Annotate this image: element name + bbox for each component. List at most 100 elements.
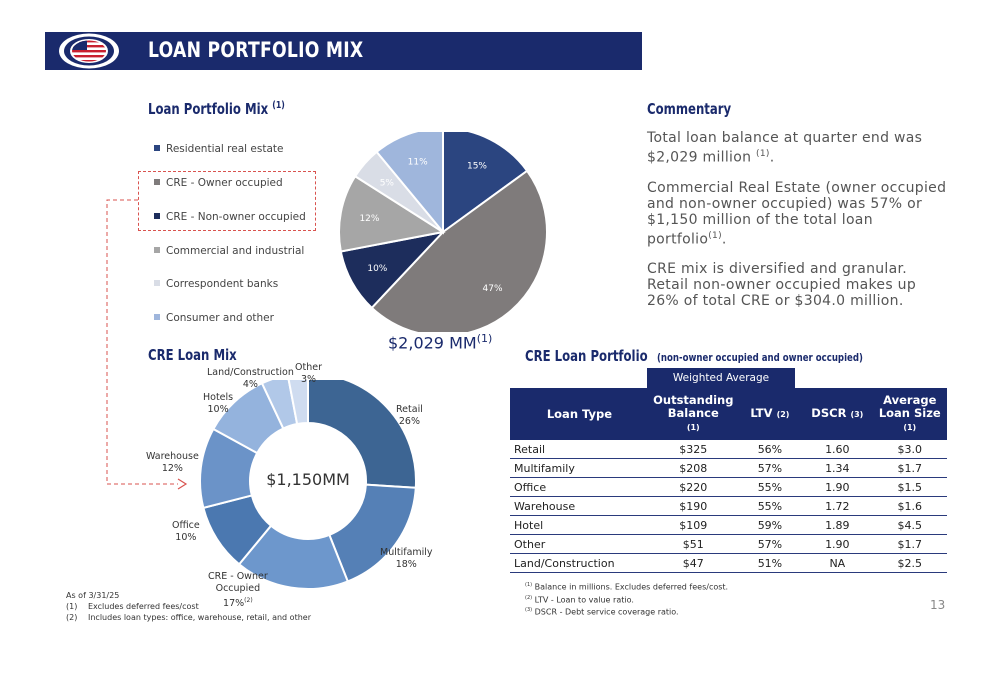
slice-cre-owner-occupied [370,169,548,332]
donut-label-land: Land/Construction 4% [207,367,294,391]
cell-dscr: 1.90 [802,477,873,497]
cell-balance: $190 [648,496,738,516]
weighted-average-header: Weighted Average [647,368,795,388]
slice-retail [307,380,417,489]
table-header-row: Loan Type Outstanding Balance (1) LTV (2)… [510,388,947,440]
legend-item: Consumer and other [154,312,274,324]
legend-item: Correspondent banks [154,278,278,290]
donut-label-hotels: Hotels 10% [203,392,233,416]
cell-loan-type: Office [510,477,649,497]
commentary-text: Total loan balance at quarter end was $2… [647,130,923,166]
cre-mix-title: CRE Loan Mix [148,346,237,364]
loan-mix-title: Loan Portfolio Mix (1) [148,100,285,118]
donut-label-pct: 18% [395,559,417,570]
slice-commercial-and-industrial [338,174,446,253]
cell-loan-type: Retail [510,440,649,459]
cre-mix-donut-chart [199,380,417,590]
commentary-paragraph: Commercial Real Estate (owner occupied a… [647,179,947,248]
slice-consumer-and-other [375,132,444,235]
cell-avg-size: $4.5 [872,515,947,535]
cell-ltv: 59% [737,515,803,535]
donut-label-name: CRE - Owner [208,571,268,582]
col-outstanding-label: Outstanding Balance [653,393,734,420]
footnote-number: (2) [525,594,533,601]
donut-label-name: Retail [396,404,423,415]
donut-label-pct: 10% [207,404,229,415]
col-dscr: DSCR (3) [802,388,873,440]
donut-label-office: Office 10% [172,520,200,544]
footnote-text: Excludes deferred fees/cost [88,602,199,611]
cell-ltv: 51% [737,553,803,573]
cell-dscr: 1.60 [802,440,873,459]
cell-loan-type: Hotel [510,515,649,535]
loan-mix-title-text: Loan Portfolio Mix [148,100,269,118]
table-footnotes: (1) Balance in millions. Excludes deferr… [525,580,728,618]
cell-ltv: 55% [737,496,803,516]
table-row: Other $51 57% 1.90 $1.7 [510,534,947,554]
legend-swatch [154,179,160,185]
cell-balance: $47 [648,553,738,573]
col-ltv-note: (2) [776,410,790,419]
legend-swatch [154,145,160,151]
commentary-note: (1) [708,230,722,241]
cell-avg-size: $1.5 [872,477,947,497]
footnote-text: LTV - Loan to value ratio. [534,595,634,605]
commentary-note: (1) [756,149,770,159]
donut-label-pct: 26% [398,416,420,427]
legend-swatch [154,213,160,219]
as-of-date: As of 3/31/25 [66,591,120,600]
commentary-title: Commentary [647,100,732,118]
cell-avg-size: $1.7 [872,534,947,554]
legend-swatch [154,314,160,320]
col-avg-label: Average Loan Size [878,393,941,420]
cre-portfolio-table: Loan Type Outstanding Balance (1) LTV (2)… [510,388,947,573]
table-row: Warehouse $190 55% 1.72 $1.6 [510,496,947,516]
cell-dscr: 1.89 [802,515,873,535]
cell-avg-size: $2.5 [872,553,947,573]
loan-mix-total: $2,029 MM(1) [388,332,492,352]
donut-label-note: (2) [244,597,253,604]
page-number: 13 [930,598,946,612]
cre-portfolio-title-text: CRE Loan Portfolio [525,347,648,365]
cre-mix-center-label: $1,150MM [266,470,350,489]
slice-data-label: 47% [483,284,503,294]
cre-legend-highlight [138,171,316,231]
legend-label: Correspondent banks [166,278,279,290]
cell-loan-type: Land/Construction [510,553,649,573]
donut-label-pct: 3% [300,374,317,385]
legend-label: Commercial and industrial [166,245,305,257]
legend-item: CRE - Owner occupied [154,177,283,189]
legend-label: CRE - Non-owner occupied [166,211,306,223]
commentary-text: Commercial Real Estate (owner occupied a… [647,179,947,248]
cell-dscr: NA [802,553,873,573]
cell-balance: $208 [648,458,738,478]
cell-dscr: 1.90 [802,534,873,554]
col-dscr-note: (3) [850,410,864,419]
slice-data-label: 12% [359,214,379,224]
slice-residential-real-estate [442,132,529,234]
donut-label-cre-owner: CRE - Owner Occupied 17%(2) [208,571,268,610]
col-outstanding-note: (1) [686,423,700,432]
slice-data-label: 10% [367,264,387,274]
page-footnote: (2) Includes loan types: office, warehous… [66,612,311,623]
cell-dscr: 1.72 [802,496,873,516]
cell-ltv: 55% [737,477,803,497]
donut-label-other: Other 3% [295,362,322,386]
donut-label-retail: Retail 26% [396,404,423,428]
footnote-text: Balance in millions. Excludes deferred f… [534,582,729,592]
slice-data-label: 15% [467,161,487,171]
donut-label-name: Multifamily [380,547,433,558]
slice-data-label: 11% [408,158,428,168]
cell-ltv: 57% [737,458,803,478]
donut-label-name2: Occupied [215,583,261,594]
footnote-number: (3) [525,607,533,614]
legend-item: Commercial and industrial [154,245,304,257]
col-outstanding: Outstanding Balance (1) [648,388,738,440]
table-row: Hotel $109 59% 1.89 $4.5 [510,515,947,535]
cell-ltv: 56% [737,440,803,459]
slice-other [287,380,309,426]
donut-label-pct: 12% [161,463,183,474]
col-avg-loan-size: Average Loan Size (1) [872,388,947,440]
col-loan-type: Loan Type [510,388,649,440]
page-title: LOAN PORTFOLIO MIX [148,38,364,62]
